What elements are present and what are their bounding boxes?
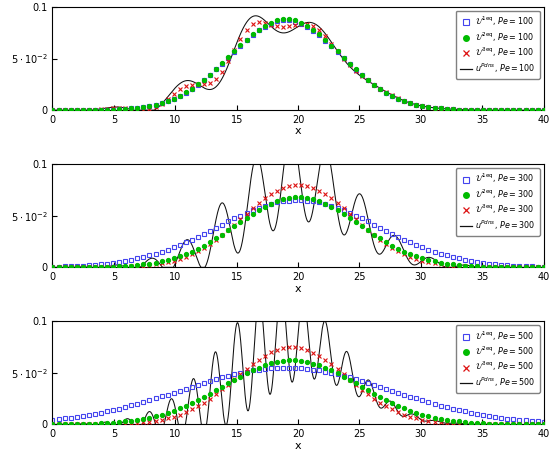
X-axis label: x: x xyxy=(295,441,301,451)
X-axis label: x: x xyxy=(295,127,301,137)
Legend: $\mathcal{U}^{1\mathrm{eq}}$, $Pe = 100$, $\mathcal{U}^{2\mathrm{eq}}$, $Pe = 10: $\mathcal{U}^{1\mathrm{eq}}$, $Pe = 100$… xyxy=(456,11,540,79)
X-axis label: x: x xyxy=(295,284,301,294)
Legend: $\mathcal{U}^{1\mathrm{eq}}$, $Pe = 500$, $\mathcal{U}^{2\mathrm{eq}}$, $Pe = 50: $\mathcal{U}^{1\mathrm{eq}}$, $Pe = 500$… xyxy=(456,325,540,393)
Legend: $\mathcal{U}^{1\mathrm{eq}}$, $Pe = 300$, $\mathcal{U}^{2\mathrm{eq}}$, $Pe = 30: $\mathcal{U}^{1\mathrm{eq}}$, $Pe = 300$… xyxy=(456,168,540,236)
